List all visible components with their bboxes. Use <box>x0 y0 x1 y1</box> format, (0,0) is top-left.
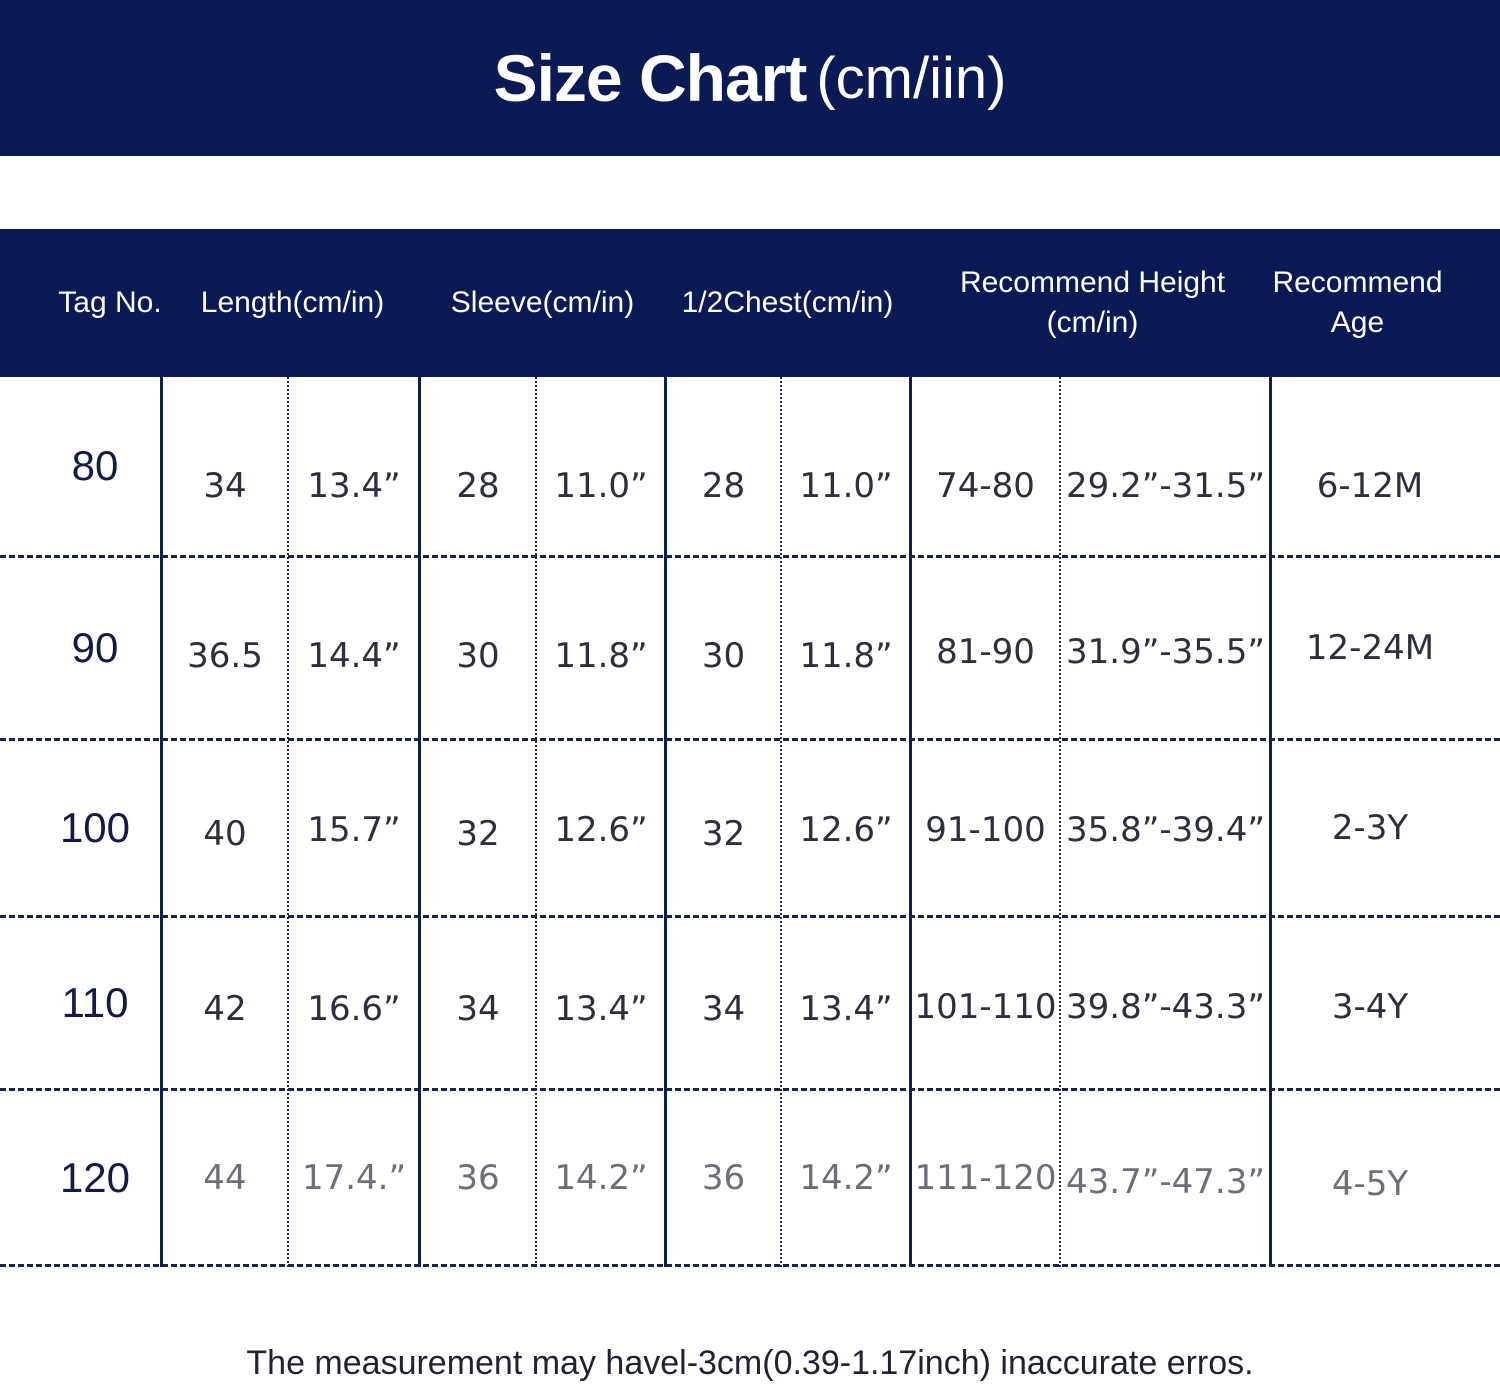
chest-in-cell: 13.4” <box>799 989 893 1029</box>
header-chest: 1/2Chest(cm/in) <box>681 286 894 319</box>
tag-no-cell: 110 <box>61 979 129 1026</box>
length-in-cell: 14.4” <box>307 635 401 676</box>
length-cm-cell: 44 <box>203 1157 247 1198</box>
chest-in-cell: 11.8” <box>799 635 893 676</box>
height-cm-cell: 81-90 <box>936 631 1035 672</box>
height-in-cell: 35.8”-39.4” <box>1066 810 1265 850</box>
row-divider <box>0 555 1500 558</box>
height-cm-cell: 74-80 <box>936 466 1035 506</box>
row-divider <box>0 915 1500 918</box>
tag-no-cell: 90 <box>71 623 119 671</box>
table-row: 90 36.5 14.4” 30 11.8” 30 11.8” 81-90 31… <box>0 557 1500 738</box>
column-divider-dotted <box>535 377 537 1267</box>
length-in-cell: 17.4.” <box>301 1157 407 1198</box>
sleeve-in-cell: 13.4” <box>554 989 648 1029</box>
length-cm-cell: 36.5 <box>187 635 263 676</box>
row-divider <box>0 738 1500 741</box>
age-cell: 6-12M <box>1316 466 1424 506</box>
height-cm-cell: 91-100 <box>925 810 1046 850</box>
height-cm-cell: 111-120 <box>914 1157 1057 1198</box>
chest-cm-cell: 32 <box>701 814 746 854</box>
measurement-note: The measurement may havel-3cm(0.39-1.17i… <box>246 1343 1254 1382</box>
height-cm-cell: 101-110 <box>914 987 1057 1027</box>
length-in-cell: 13.4” <box>307 466 401 506</box>
sleeve-cm-cell: 34 <box>456 989 500 1029</box>
column-divider-dotted <box>1059 377 1061 1267</box>
table-row: 120 44 17.4.” 36 14.2” 36 14.2” 111-120 … <box>0 1091 1500 1264</box>
table-header: Tag No. Length(cm/in) Sleeve(cm/in) 1/2C… <box>0 229 1500 377</box>
age-cell: 2-3Y <box>1331 808 1409 848</box>
column-divider <box>160 377 163 1267</box>
header-length: Length(cm/in) <box>200 286 385 319</box>
header-sleeve: Sleeve(cm/in) <box>450 286 635 319</box>
chest-cm-cell: 30 <box>701 635 746 676</box>
chest-cm-cell: 34 <box>701 989 746 1029</box>
page-title: Size Chart <box>493 41 808 115</box>
height-in-cell: 29.2”-31.5” <box>1066 466 1265 506</box>
chest-in-cell: 12.6” <box>799 810 893 850</box>
sleeve-cm-cell: 28 <box>456 466 500 506</box>
length-in-cell: 16.6” <box>307 989 401 1029</box>
length-in-cell: 15.7” <box>307 810 401 850</box>
column-divider <box>909 377 912 1267</box>
tag-no-cell: 80 <box>71 442 119 489</box>
column-divider <box>418 377 421 1267</box>
chest-cm-cell: 36 <box>701 1157 746 1198</box>
age-cell: 12-24M <box>1305 627 1435 668</box>
column-divider <box>664 377 667 1267</box>
sleeve-cm-cell: 36 <box>456 1157 500 1198</box>
column-divider <box>1269 377 1272 1267</box>
chest-in-cell: 14.2” <box>799 1157 893 1198</box>
table-row: 110 42 16.6” 34 13.4” 34 13.4” 101-110 3… <box>0 918 1500 1088</box>
header-tag-no: Tag No. <box>58 286 162 319</box>
size-table: 80 34 13.4” 28 11.0” 28 11.0” 74-80 29.2… <box>0 377 1500 1267</box>
sleeve-in-cell: 11.8” <box>554 635 648 676</box>
header-height: Recommend Height (cm/in) <box>959 266 1226 339</box>
header-age: Recommend Age <box>1272 266 1443 339</box>
sleeve-cm-cell: 30 <box>456 635 500 676</box>
row-divider <box>0 1088 1500 1091</box>
sleeve-cm-cell: 32 <box>456 814 500 854</box>
height-in-cell: 31.9”-35.5” <box>1066 631 1265 672</box>
sleeve-in-cell: 12.6” <box>554 810 648 850</box>
table-row: 80 34 13.4” 28 11.0” 28 11.0” 74-80 29.2… <box>0 377 1500 555</box>
chest-cm-cell: 28 <box>701 466 746 506</box>
column-divider-dotted <box>780 377 782 1267</box>
age-cell: 4-5Y <box>1331 1163 1409 1204</box>
chest-in-cell: 11.0” <box>799 466 893 506</box>
length-cm-cell: 34 <box>203 466 247 506</box>
title-banner: Size Chart (cm/iin) <box>0 0 1500 156</box>
table-row: 100 40 15.7” 32 12.6” 32 12.6” 91-100 35… <box>0 741 1500 915</box>
row-divider <box>0 1264 1500 1267</box>
sleeve-in-cell: 11.0” <box>554 466 648 506</box>
height-in-cell: 43.7”-47.3” <box>1066 1161 1265 1202</box>
length-cm-cell: 40 <box>203 814 247 854</box>
height-in-cell: 39.8”-43.3” <box>1066 987 1265 1027</box>
column-divider-dotted <box>287 377 289 1267</box>
tag-no-cell: 120 <box>59 1153 131 1201</box>
title-unit: (cm/iin) <box>816 45 1007 111</box>
length-cm-cell: 42 <box>203 989 247 1029</box>
age-cell: 3-4Y <box>1331 987 1409 1027</box>
sleeve-in-cell: 14.2” <box>554 1157 648 1198</box>
tag-no-cell: 100 <box>59 804 131 851</box>
